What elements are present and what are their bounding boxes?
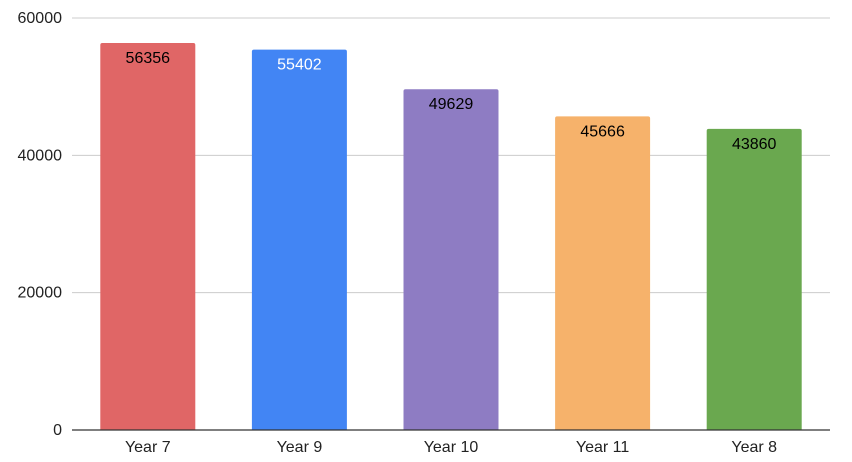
- y-axis-ticks: 0 20000 40000 60000: [18, 10, 63, 439]
- bar-year-8: [706, 128, 802, 430]
- data-label: 45666: [580, 123, 625, 140]
- x-tick-label: Year 7: [125, 439, 171, 456]
- y-tick-label: 20000: [18, 285, 63, 302]
- data-label: 56356: [126, 50, 171, 67]
- data-labels: 56356 55402 49629 45666 43860: [126, 50, 777, 153]
- x-axis-ticks: Year 7 Year 9 Year 10 Year 11 Year 8: [125, 439, 777, 456]
- y-tick-label: 60000: [18, 10, 63, 27]
- bar-year-10: [403, 89, 499, 430]
- x-tick-label: Year 8: [731, 439, 777, 456]
- bars: [100, 43, 802, 431]
- y-tick-label: 40000: [18, 147, 63, 164]
- bar-year-9: [251, 49, 347, 430]
- x-tick-label: Year 11: [576, 439, 629, 456]
- bar-year-11: [555, 116, 651, 430]
- bar-year-7: [100, 43, 196, 431]
- x-tick-label: Year 9: [277, 439, 323, 456]
- data-label: 55402: [277, 57, 322, 74]
- x-tick-label: Year 10: [424, 439, 479, 456]
- data-label: 43860: [732, 136, 777, 153]
- data-label: 49629: [429, 96, 474, 113]
- y-tick-label: 0: [53, 422, 62, 439]
